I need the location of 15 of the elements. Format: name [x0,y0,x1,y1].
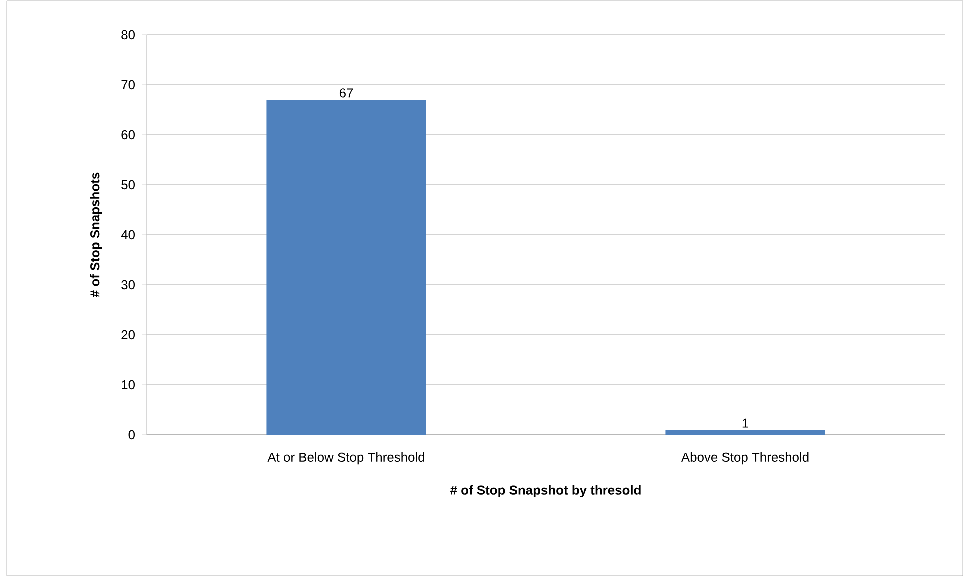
y-tick-label: 80 [122,30,135,40]
data-label: 67 [340,88,354,98]
y-tick-label: 0 [128,430,135,440]
y-tick-label: 10 [122,380,135,390]
x-axis-title: # of Stop Snapshot by thresold [450,485,641,498]
data-label: 1 [742,418,748,428]
y-tick-label: 30 [122,280,135,290]
y-tick-label: 60 [122,130,135,140]
y-tick-label: 40 [121,230,135,240]
x-tick-label: Above Stop Threshold [681,452,809,465]
x-tick-label: At or Below Stop Threshold [268,452,424,465]
y-tick-label: 70 [122,80,135,90]
y-tick-label: 20 [122,330,135,340]
y-tick-label: 50 [122,180,135,190]
y-axis-title: # of Stop Snapshots [90,172,102,298]
